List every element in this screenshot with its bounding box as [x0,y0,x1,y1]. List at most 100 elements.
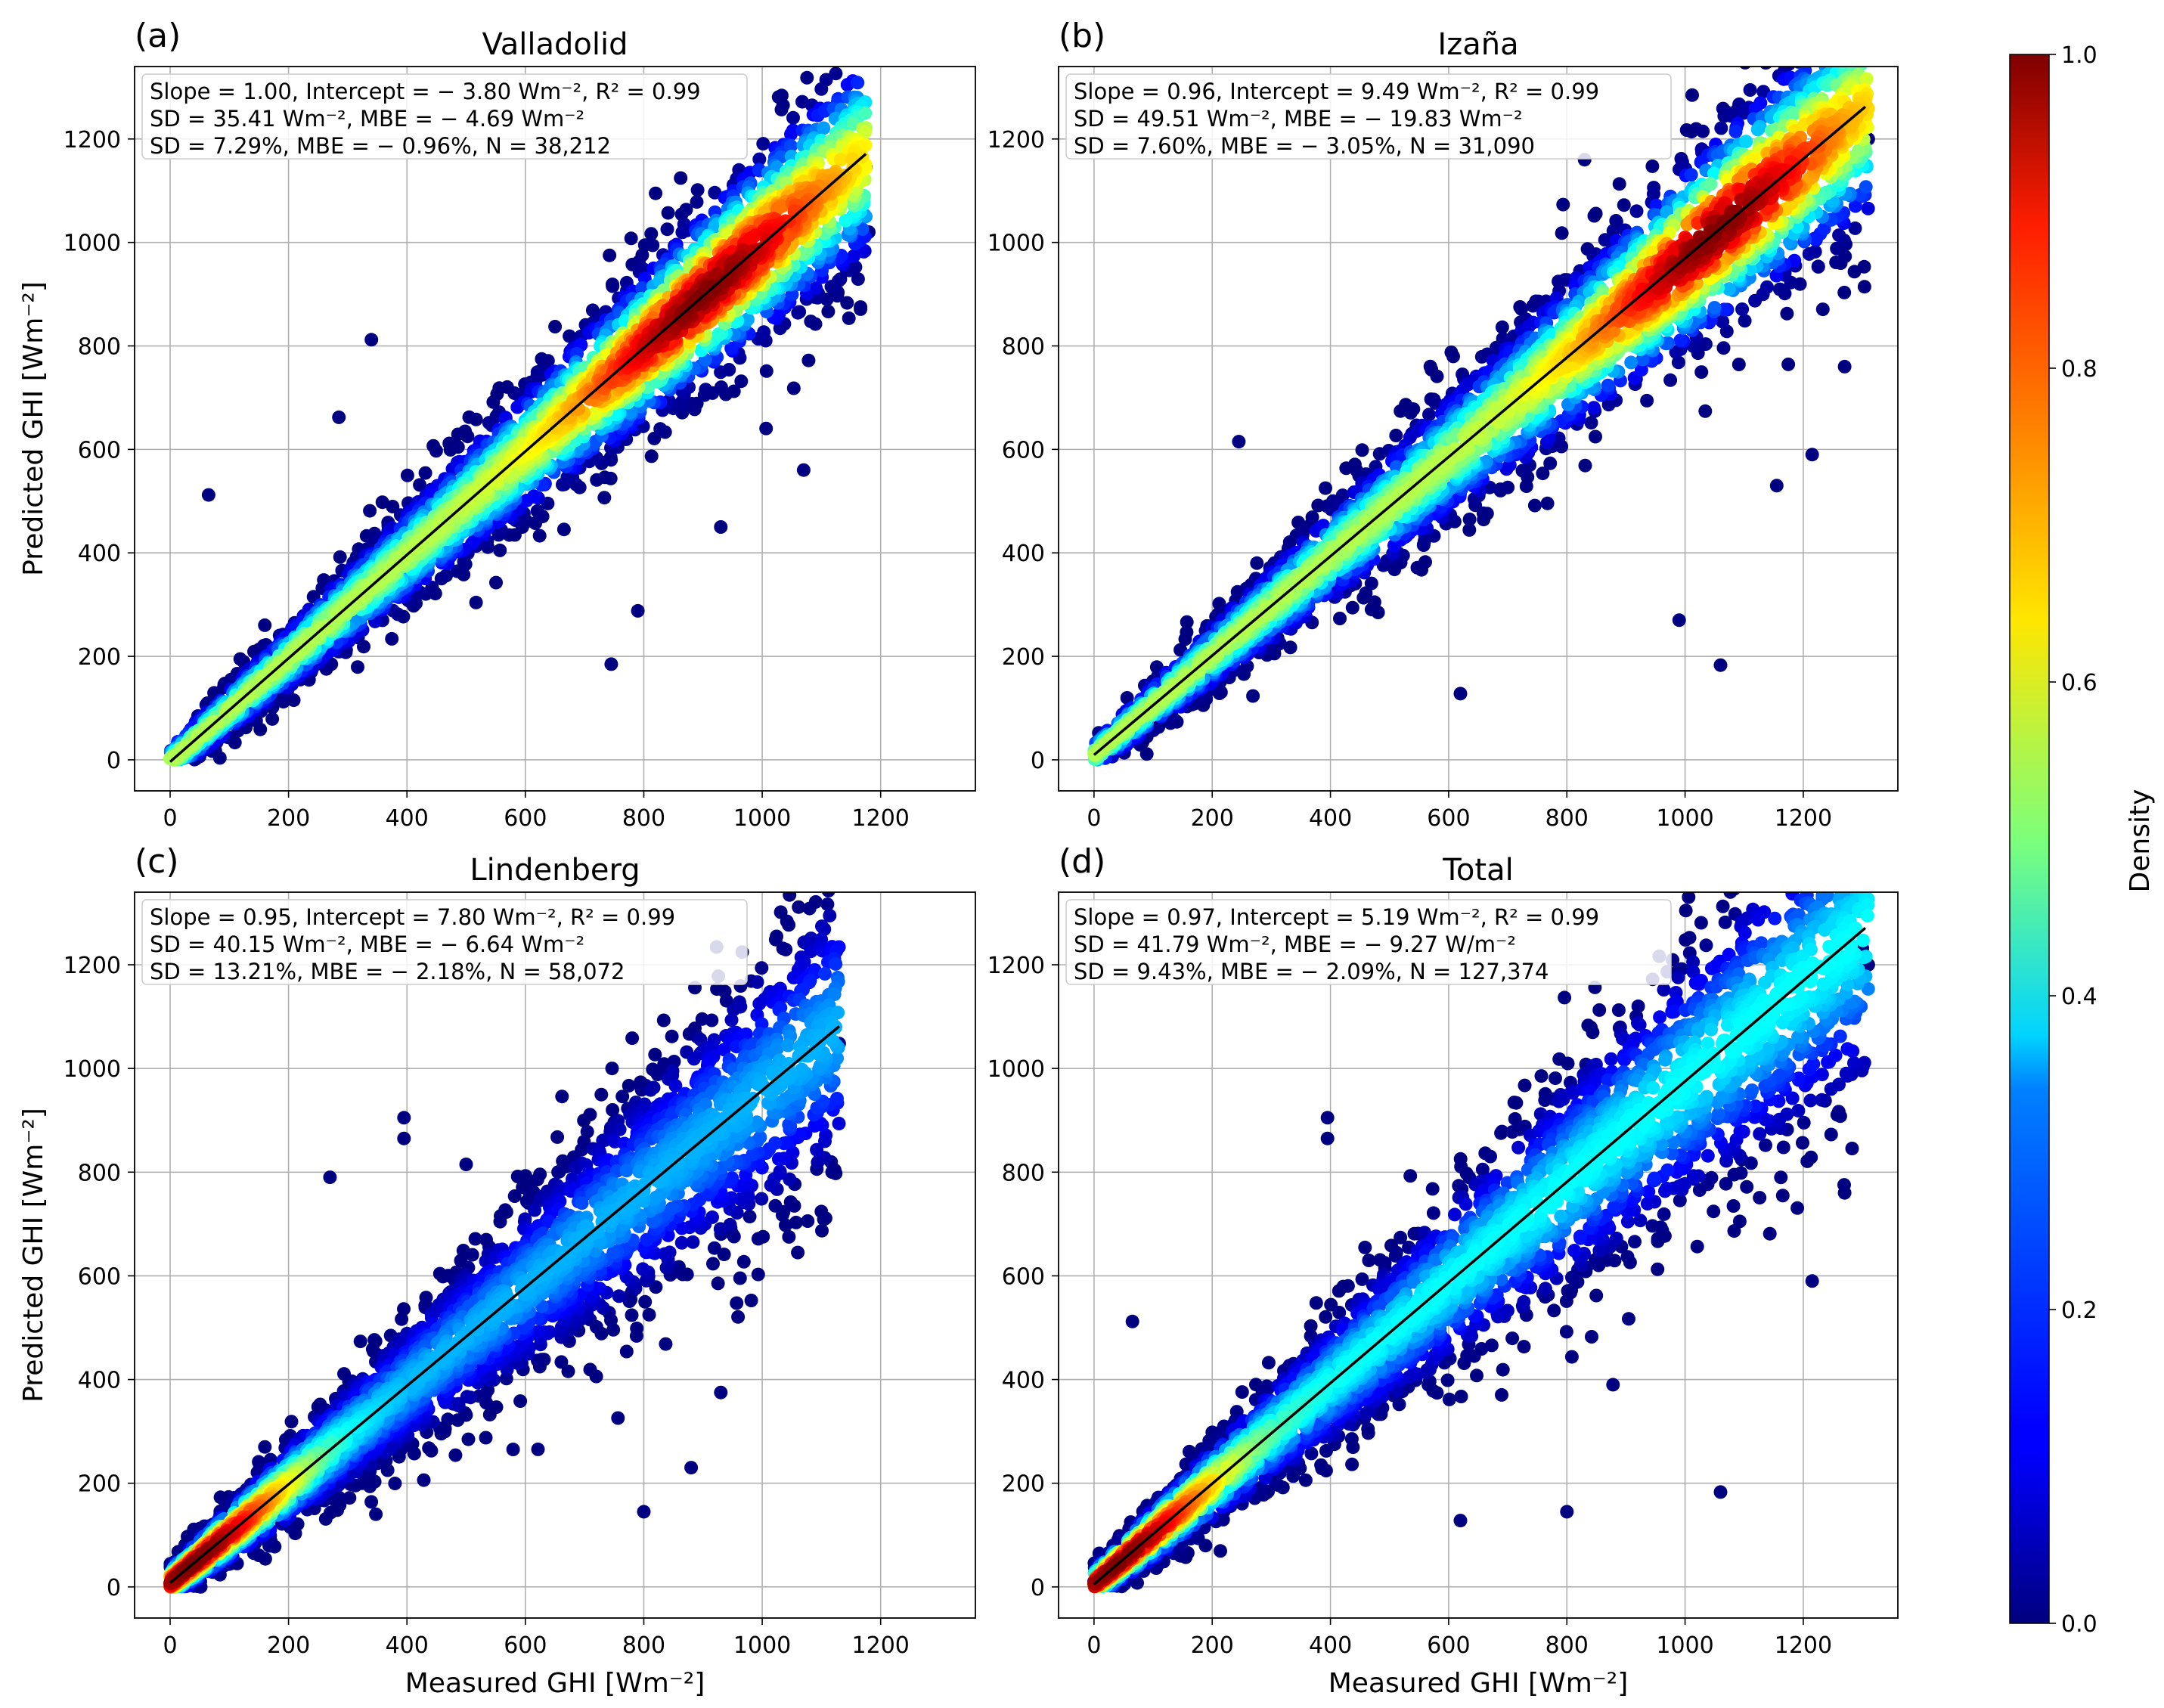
data-point [1319,481,1332,495]
data-point [1716,315,1730,329]
data-point [588,406,602,420]
data-point [1716,341,1731,355]
data-point [817,121,831,135]
data-point [1805,448,1819,462]
data-point [1430,369,1444,383]
data-point [1446,349,1460,364]
y-tick-label: 400 [78,541,121,567]
stats-box: Slope = 1.00, Intercept = − 3.80 Wm⁻², R… [141,73,748,160]
data-point [858,106,873,120]
data-point [606,279,620,293]
data-point [332,410,346,424]
data-point [1589,429,1602,444]
y-tick-label: 1000 [64,231,121,257]
data-point [1673,333,1688,348]
data-point [1833,12,1846,26]
data-point [493,543,507,557]
data-point [1750,122,1765,137]
data-point [1495,320,1509,334]
data-point [849,0,863,14]
data-point [1428,395,1443,410]
data-point [1849,26,1862,39]
y-tick-label: 200 [78,644,121,671]
data-point [842,311,856,325]
data-point [1698,404,1713,418]
data-point [1732,358,1746,371]
data-point [1555,226,1569,240]
data-point [783,139,798,153]
data-point [1848,221,1862,235]
data-point [674,171,688,185]
data-point [1848,18,1862,32]
data-point [1422,408,1436,422]
data-point [1578,458,1592,473]
data-point [1696,124,1710,138]
data-point [1178,632,1192,646]
data-point [1722,282,1736,296]
data-point [752,152,767,166]
y-tick-label: 800 [78,334,121,361]
data-point [1453,687,1468,701]
data-point [1856,48,1870,61]
data-point [1829,256,1843,269]
scatter-points [163,0,876,767]
data-point [1698,337,1713,352]
data-point [1849,17,1862,30]
data-point [714,520,728,534]
panel-a: 0 200 400 600 800 1000 12000200400600800100012… [18,0,976,832]
data-point [1684,168,1698,182]
data-point [1839,53,1852,67]
data-point [1787,107,1801,121]
data-point [1704,177,1718,191]
data-point [1775,34,1789,48]
data-point [649,186,663,200]
data-point [791,305,805,320]
data-point [1743,83,1757,97]
data-point [418,466,432,480]
data-point [848,33,861,47]
data-point [1543,456,1558,470]
data-point [1769,479,1784,493]
data-point [434,572,448,586]
data-point [1832,48,1846,61]
axes-frame [134,66,976,792]
data-point [429,444,443,458]
data-point [258,618,272,632]
data-point [1843,49,1857,63]
data-point [714,365,728,380]
data-point [835,23,848,37]
data-point [532,529,547,543]
data-point [1853,29,1867,42]
data-point [624,231,638,246]
x-tick-label: 1200 [852,805,910,832]
data-point [1714,121,1728,135]
data-point [1845,36,1859,50]
regression-line [169,153,867,763]
data-point [1780,306,1794,321]
data-point [1180,615,1194,629]
data-point [1812,34,1826,48]
stats-box-bg [141,73,748,160]
stats-line: SD = 35.41 Wm⁻², MBE = − 4.69 Wm⁻² [150,106,584,132]
data-point [759,364,774,378]
data-point [1802,17,1815,31]
data-point [1635,352,1650,367]
data-point [1120,691,1134,705]
data-point [486,395,501,409]
stats-line: Slope = 1.00, Intercept = − 3.80 Wm⁻², R… [150,79,701,104]
data-point [1837,285,1852,299]
data-point [1815,302,1830,317]
stats-line: SD = 7.29%, MBE = − 0.96%, N = 38,212 [150,133,611,159]
data-point [1824,47,1837,60]
data-point [1772,36,1786,49]
data-point [1848,199,1862,213]
data-point [1640,393,1654,408]
data-point [661,206,675,220]
data-point [1756,85,1771,99]
data-point [1624,355,1639,370]
data-point [1364,576,1378,591]
data-point [1612,177,1626,191]
data-point [1283,640,1297,655]
data-point [774,102,789,116]
data-point [1847,265,1862,279]
